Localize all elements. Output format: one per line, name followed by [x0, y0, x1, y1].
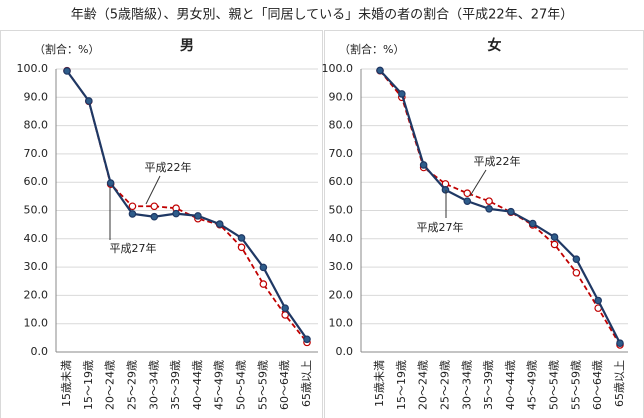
- data-point: [215, 220, 224, 228]
- x-tick-label: 15歳未満: [373, 360, 386, 407]
- data-point: [281, 304, 289, 312]
- annotation: 平成27年: [417, 220, 464, 234]
- y-tick-label: 10.0: [24, 317, 49, 330]
- y-tick-label: 100.0: [322, 62, 354, 75]
- panel-frame: [324, 30, 644, 418]
- y-axis-label: （割合：%）: [34, 42, 99, 56]
- x-tick-label: 35～39歳: [482, 360, 495, 410]
- y-tick-label: 40.0: [329, 232, 354, 245]
- panel-frame: [0, 30, 323, 418]
- data-point: [237, 243, 246, 252]
- annotation: 平成27年: [110, 241, 157, 255]
- annotation-leader: [469, 169, 487, 197]
- x-tick-label: 35～39歳: [169, 360, 182, 410]
- x-tick-label: 45～49歳: [526, 360, 539, 410]
- x-tick-label: 50～54歳: [235, 360, 248, 410]
- data-point: [463, 197, 472, 205]
- data-point: [128, 202, 137, 211]
- x-tick-label: 15～19歳: [82, 360, 95, 410]
- x-tick-label: 45～49歳: [213, 360, 226, 410]
- data-point: [194, 212, 202, 220]
- data-point: [419, 161, 428, 169]
- y-tick-label: 50.0: [329, 204, 354, 217]
- y-tick-label: 90.0: [329, 90, 354, 103]
- x-tick-label: 55～59歳: [569, 360, 582, 410]
- y-tick-label: 20.0: [24, 288, 49, 301]
- data-point: [485, 205, 493, 213]
- y-tick-label: 40.0: [24, 232, 49, 245]
- y-tick-label: 30.0: [329, 260, 354, 273]
- data-point: [63, 67, 71, 75]
- y-tick-label: 20.0: [329, 288, 354, 301]
- annotation: 平成22年: [474, 154, 521, 168]
- series-line: [66, 70, 308, 340]
- data-point: [172, 209, 180, 218]
- x-tick-label: 40～44歳: [191, 360, 204, 410]
- x-tick-label: 15歳未満: [60, 360, 73, 407]
- data-point: [398, 90, 406, 98]
- data-point: [128, 210, 137, 218]
- x-tick-label: 60～64歳: [278, 360, 291, 410]
- series-line: [379, 70, 621, 346]
- panel-title: 男: [180, 38, 194, 54]
- x-tick-label: 30～34歳: [147, 360, 160, 410]
- x-tick-label: 40～44歳: [504, 360, 517, 410]
- y-tick-label: 70.0: [24, 147, 49, 160]
- y-tick-label: 10.0: [329, 317, 354, 330]
- panel-title: 女: [488, 37, 502, 54]
- data-point: [259, 263, 268, 272]
- data-point: [303, 335, 311, 344]
- x-tick-label: 25～29歳: [125, 360, 138, 410]
- data-point: [259, 280, 268, 288]
- annotation: 平成22年: [145, 160, 192, 174]
- data-point: [150, 212, 159, 221]
- y-tick-label: 0.0: [31, 345, 49, 358]
- data-point: [463, 189, 472, 198]
- x-tick-label: 15～19歳: [395, 360, 408, 410]
- y-axis-label: （割合：%）: [339, 42, 404, 56]
- page-title: 年齢（5歳階級）、男女別、親と「同居している」未婚の者の割合（平成22年、27年…: [71, 7, 573, 23]
- x-tick-label: 20～24歳: [417, 360, 430, 410]
- y-tick-label: 80.0: [329, 119, 354, 132]
- data-point: [485, 197, 493, 205]
- y-tick-label: 0.0: [336, 345, 354, 358]
- data-point: [150, 202, 159, 211]
- data-point: [507, 207, 515, 216]
- y-tick-label: 90.0: [24, 90, 49, 103]
- y-tick-label: 100.0: [17, 62, 49, 75]
- y-tick-label: 80.0: [24, 119, 49, 132]
- y-tick-label: 60.0: [24, 175, 49, 188]
- x-tick-label: 65歳以上: [300, 360, 313, 407]
- data-point: [106, 179, 115, 187]
- data-point: [550, 240, 559, 249]
- data-point: [85, 97, 93, 105]
- x-tick-label: 55～59歳: [256, 360, 269, 410]
- data-point: [550, 233, 559, 241]
- data-point: [594, 296, 602, 305]
- data-point: [572, 268, 581, 277]
- x-tick-label: 60～64歳: [591, 360, 604, 410]
- x-tick-label: 25～29歳: [438, 360, 451, 410]
- x-tick-label: 20～24歳: [104, 360, 117, 410]
- series-line: [66, 70, 308, 343]
- series-line: [379, 69, 621, 344]
- data-point: [376, 66, 384, 75]
- y-tick-label: 30.0: [24, 260, 49, 273]
- data-point: [237, 234, 246, 242]
- data-point: [572, 255, 581, 263]
- x-tick-label: 65歳以上: [613, 360, 626, 407]
- x-tick-label: 50～54歳: [548, 360, 561, 410]
- y-tick-label: 50.0: [24, 204, 49, 217]
- data-point: [528, 219, 537, 228]
- y-tick-label: 60.0: [329, 175, 354, 188]
- data-point: [441, 186, 450, 194]
- y-tick-label: 70.0: [329, 147, 354, 160]
- data-point: [616, 339, 624, 348]
- annotation-leader: [145, 175, 161, 205]
- x-tick-label: 30～34歳: [460, 360, 473, 410]
